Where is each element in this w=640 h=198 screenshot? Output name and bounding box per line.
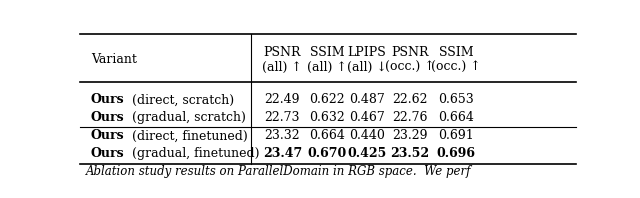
Text: (gradual, scratch): (gradual, scratch) bbox=[128, 111, 246, 124]
Text: PSNR
(all) ↑: PSNR (all) ↑ bbox=[262, 46, 302, 74]
Text: 0.467: 0.467 bbox=[349, 111, 385, 124]
Text: Variant: Variant bbox=[91, 53, 137, 66]
Text: 22.62: 22.62 bbox=[392, 93, 428, 107]
Text: 0.425: 0.425 bbox=[347, 147, 387, 160]
Text: 0.664: 0.664 bbox=[309, 129, 345, 142]
Text: 0.622: 0.622 bbox=[309, 93, 345, 107]
Text: 0.696: 0.696 bbox=[436, 147, 476, 160]
Text: 22.49: 22.49 bbox=[264, 93, 300, 107]
Text: 22.73: 22.73 bbox=[264, 111, 300, 124]
Text: 22.76: 22.76 bbox=[392, 111, 428, 124]
Text: 0.691: 0.691 bbox=[438, 129, 474, 142]
Text: 23.32: 23.32 bbox=[264, 129, 300, 142]
Text: SSIM
(occ.) ↑: SSIM (occ.) ↑ bbox=[431, 46, 481, 74]
Text: 23.47: 23.47 bbox=[263, 147, 302, 160]
Text: (direct, scratch): (direct, scratch) bbox=[128, 93, 234, 107]
Text: Ours: Ours bbox=[91, 147, 125, 160]
Text: Ours: Ours bbox=[91, 93, 125, 107]
Text: 0.653: 0.653 bbox=[438, 93, 474, 107]
Text: PSNR
(occ.) ↑: PSNR (occ.) ↑ bbox=[385, 46, 435, 74]
Text: SSIM
(all) ↑: SSIM (all) ↑ bbox=[307, 46, 347, 74]
Text: Ours: Ours bbox=[91, 111, 125, 124]
Text: 23.29: 23.29 bbox=[392, 129, 428, 142]
Text: LPIPS
(all) ↓: LPIPS (all) ↓ bbox=[347, 46, 387, 74]
Text: (direct, finetuned): (direct, finetuned) bbox=[128, 129, 248, 142]
Text: 0.440: 0.440 bbox=[349, 129, 385, 142]
Text: 0.664: 0.664 bbox=[438, 111, 474, 124]
Text: Ours: Ours bbox=[91, 129, 125, 142]
Text: 0.670: 0.670 bbox=[307, 147, 347, 160]
Text: (gradual, finetuned): (gradual, finetuned) bbox=[128, 147, 260, 160]
Text: 0.632: 0.632 bbox=[309, 111, 345, 124]
Text: Ablation study results on ParallelDomain in RGB space.  We perf: Ablation study results on ParallelDomain… bbox=[86, 165, 472, 178]
Text: 23.52: 23.52 bbox=[390, 147, 429, 160]
Text: 0.487: 0.487 bbox=[349, 93, 385, 107]
